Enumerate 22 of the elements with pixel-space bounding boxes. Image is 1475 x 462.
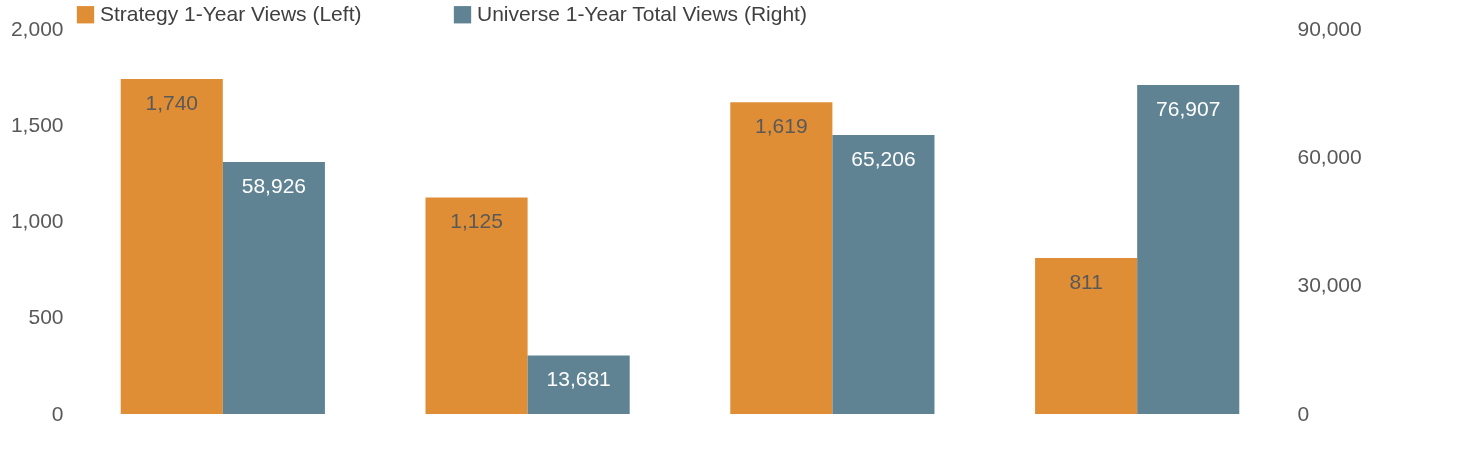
data-label: 76,907 — [1156, 97, 1221, 121]
y-tick-label: 500 — [28, 305, 64, 329]
bar — [1137, 85, 1240, 414]
y2-tick-label: 0 — [1297, 401, 1310, 425]
y-tick-label: 0 — [51, 401, 64, 425]
y-tick-label: 1,000 — [10, 209, 64, 232]
bar — [425, 197, 528, 414]
y2-tick-label: 60,000 — [1297, 144, 1362, 168]
data-label: 811 — [1069, 269, 1103, 293]
data-label: 65,206 — [851, 147, 916, 171]
bar — [527, 355, 630, 414]
data-label: 1,619 — [755, 114, 808, 138]
y2-tick-label: 30,000 — [1297, 273, 1362, 297]
y2-tick-label: 90,000 — [1297, 16, 1362, 40]
legend-label: Universe 1-Year Total Views (Right) — [477, 1, 807, 25]
data-label: 13,681 — [546, 367, 611, 391]
data-label: 1,125 — [450, 209, 503, 233]
y-tick-label: 1,500 — [10, 112, 64, 136]
data-label: 1,740 — [145, 91, 199, 115]
y-tick-label: 2,000 — [10, 16, 64, 40]
legend-label: Strategy 1-Year Views (Left) — [100, 1, 362, 25]
data-label: 58,926 — [241, 173, 306, 197]
